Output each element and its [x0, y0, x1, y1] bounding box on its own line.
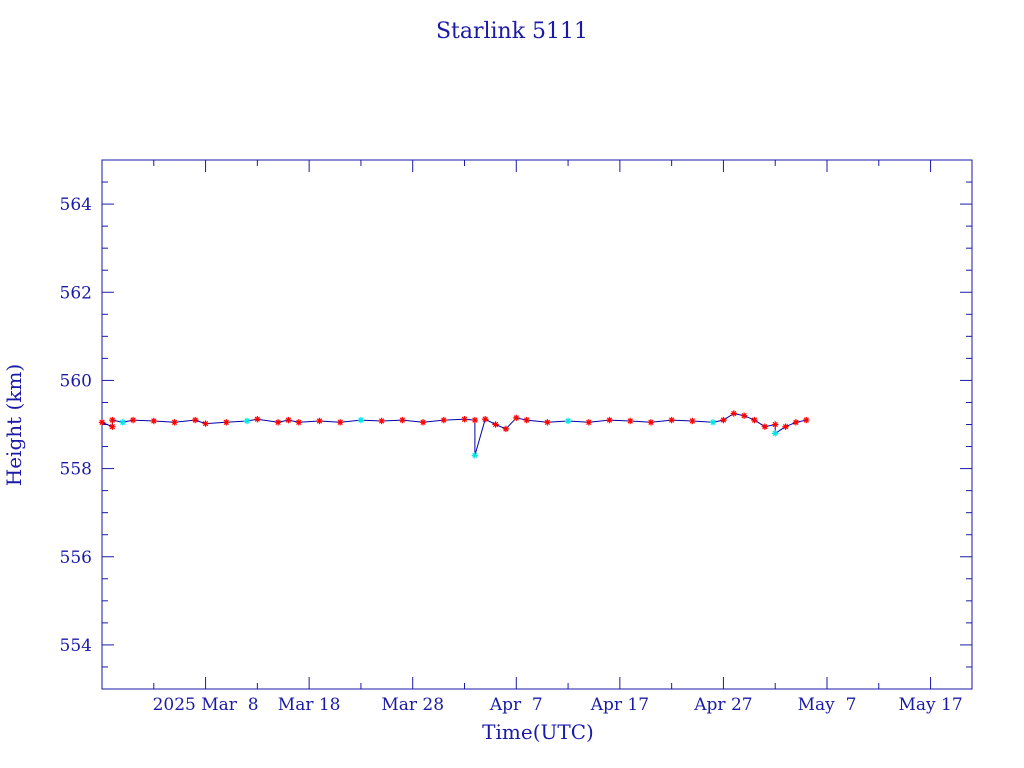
data-point [192, 416, 199, 424]
data-point [792, 419, 800, 426]
y-tick-label: 564 [60, 195, 92, 215]
y-axis: 554 556 558 560 562 564 [60, 159, 972, 690]
data-point [689, 417, 696, 425]
data-point [378, 417, 385, 425]
data-point [772, 421, 779, 428]
data-point [627, 417, 634, 425]
data-point [492, 421, 499, 428]
data-point [523, 416, 530, 424]
x-tick-label: Mar 18 [278, 695, 341, 715]
x-tick-label: May 7 [798, 695, 857, 715]
data-point [285, 416, 292, 424]
y-tick-label: 562 [60, 283, 92, 303]
data-point [513, 414, 520, 422]
data-point [119, 419, 126, 426]
y-tick-label: 558 [60, 460, 92, 480]
data-point [720, 416, 727, 424]
data-point [337, 419, 344, 426]
data-point [482, 416, 489, 423]
x-tick-label: Apr 7 [489, 695, 543, 715]
data-point [585, 419, 592, 426]
data-point [564, 417, 572, 425]
plot-frame [101, 159, 973, 690]
data-point [98, 419, 106, 426]
y-tick-label: 560 [60, 371, 92, 391]
data-point [316, 417, 323, 425]
y-tick-label: 554 [60, 636, 92, 656]
data-point [202, 420, 209, 427]
data-point [274, 419, 282, 426]
data-point [150, 417, 157, 425]
data-point [668, 416, 675, 424]
data-point [782, 423, 789, 430]
data-point [461, 416, 468, 423]
data-point [357, 416, 365, 424]
data-point [109, 423, 116, 430]
data-point [772, 430, 779, 437]
plot-area [98, 410, 810, 459]
data-point [751, 416, 758, 424]
data-point [740, 412, 748, 419]
x-axis: 2025 Mar 8 Mar 18 Mar 28 Apr 7 Apr 17 Apr 27 M… [101, 160, 963, 715]
data-point [254, 416, 261, 423]
data-point [544, 419, 551, 426]
data-point [223, 419, 230, 426]
data-point [730, 410, 737, 417]
data-point [440, 416, 447, 424]
data-point [171, 419, 178, 426]
y-tick-label: 556 [60, 548, 92, 568]
data-point [803, 416, 810, 424]
data-point [399, 416, 406, 424]
x-tick-label: 2025 Mar 8 [153, 695, 259, 715]
y-axis-label: Height (km) [2, 364, 26, 486]
data-point [243, 417, 251, 425]
data-point [647, 419, 655, 426]
data-point [471, 452, 479, 459]
data-point [709, 419, 717, 426]
x-tick-label: Apr 17 [590, 695, 649, 715]
data-point [109, 416, 116, 424]
x-tick-label: Mar 28 [381, 695, 444, 715]
data-point [419, 419, 427, 426]
data-point [606, 416, 613, 424]
x-tick-label: May 17 [898, 695, 962, 715]
chart-title: Starlink 5111 [436, 19, 588, 44]
data-point [295, 419, 302, 426]
x-axis-label: Time(UTC) [482, 720, 594, 744]
data-point [761, 423, 769, 430]
x-tick-label: Apr 27 [693, 695, 752, 715]
data-point [502, 425, 510, 433]
data-point [471, 416, 479, 424]
series-line [101, 412, 807, 456]
data-point [129, 416, 137, 424]
